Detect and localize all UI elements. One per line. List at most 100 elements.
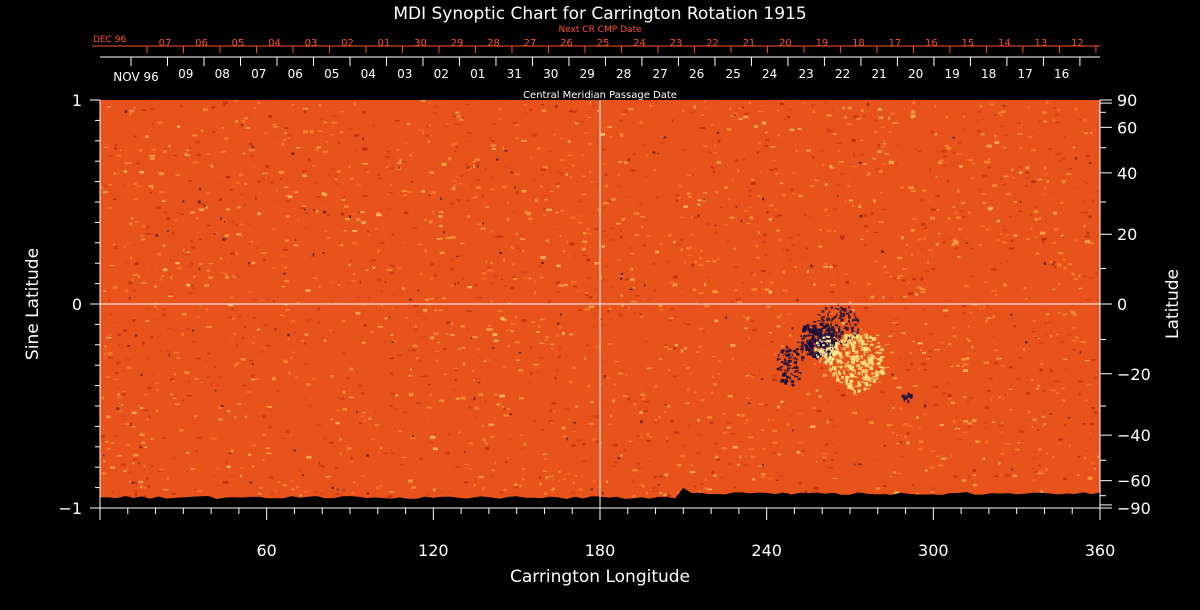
active-region-speck [839, 338, 842, 340]
active-region-speck [830, 354, 832, 357]
active-region-speck [820, 328, 823, 332]
active-region-speck [824, 355, 826, 359]
active-region-speck [857, 382, 860, 387]
texture-speck [826, 229, 832, 233]
texture-speck [909, 425, 912, 427]
active-region-speck [854, 323, 857, 327]
texture-speck [899, 440, 903, 444]
texture-speck [209, 164, 214, 166]
texture-speck [627, 158, 631, 162]
texture-speck [603, 201, 609, 205]
active-region-speck [849, 336, 851, 339]
texture-speck [473, 484, 476, 487]
texture-speck [448, 432, 451, 436]
texture-speck [257, 492, 262, 495]
texture-speck [326, 237, 331, 239]
active-region-speck [794, 370, 797, 372]
texture-speck [612, 399, 615, 402]
texture-speck [128, 112, 132, 116]
active-region-speck [843, 370, 846, 373]
texture-speck [322, 193, 328, 196]
texture-speck [1005, 473, 1011, 477]
texture-speck [535, 331, 540, 333]
texture-speck [185, 327, 191, 331]
texture-speck [999, 457, 1005, 461]
active-region-speck [855, 376, 859, 378]
texture-speck [203, 108, 209, 112]
texture-speck [539, 265, 542, 268]
texture-speck [555, 334, 560, 337]
texture-speck [615, 495, 619, 498]
active-region-speck [819, 337, 823, 340]
texture-speck [810, 264, 813, 268]
texture-speck [1042, 120, 1048, 123]
texture-speck [288, 138, 291, 141]
texture-speck [428, 124, 431, 127]
texture-speck [473, 397, 476, 401]
texture-speck [147, 386, 152, 390]
texture-speck [1073, 186, 1077, 189]
texture-speck [731, 178, 734, 182]
texture-speck [1027, 106, 1030, 109]
texture-speck [1037, 384, 1040, 388]
texture-speck [103, 182, 106, 185]
texture-speck [391, 357, 394, 359]
cmp-date-label: 19 [945, 67, 960, 81]
texture-speck [652, 490, 658, 493]
texture-speck [639, 215, 645, 218]
texture-speck [501, 405, 504, 409]
texture-speck [867, 172, 871, 176]
texture-speck [185, 254, 191, 256]
texture-speck [744, 455, 747, 457]
texture-speck [419, 129, 424, 131]
texture-speck [362, 195, 368, 198]
texture-speck [775, 173, 778, 176]
texture-speck [194, 378, 199, 380]
texture-speck [235, 252, 238, 256]
texture-speck [131, 411, 137, 414]
texture-speck [264, 132, 269, 135]
texture-speck [303, 490, 309, 493]
texture-speck [446, 123, 449, 126]
active-region-speck [870, 337, 873, 339]
texture-speck [760, 281, 763, 283]
active-region-speck [844, 363, 847, 365]
texture-speck [733, 247, 736, 250]
texture-speck [103, 353, 106, 356]
texture-speck [685, 402, 690, 404]
texture-speck [492, 148, 497, 150]
texture-speck [426, 125, 429, 128]
active-region-speck [812, 335, 815, 339]
texture-speck [667, 403, 669, 406]
texture-speck [1019, 146, 1023, 150]
texture-speck [302, 107, 308, 110]
active-region-speck [832, 333, 835, 337]
texture-speck [302, 171, 305, 174]
texture-speck [528, 277, 532, 280]
texture-speck [357, 210, 362, 214]
texture-speck [134, 182, 137, 185]
texture-speck [819, 149, 824, 152]
texture-speck [614, 360, 619, 363]
texture-speck [893, 277, 896, 280]
texture-speck [418, 359, 422, 362]
texture-speck [582, 443, 586, 446]
texture-speck [1084, 360, 1090, 362]
texture-speck [571, 280, 577, 284]
texture-speck [255, 378, 259, 380]
texture-speck [714, 144, 717, 147]
next-cr-date-label: 15 [962, 38, 975, 49]
texture-speck [880, 126, 885, 128]
texture-speck [151, 186, 154, 190]
texture-speck [716, 161, 722, 164]
next-cr-date-label: 30 [414, 38, 427, 49]
texture-speck [166, 230, 170, 232]
texture-speck [586, 261, 588, 263]
texture-speck [494, 417, 497, 419]
texture-speck [646, 433, 650, 436]
texture-speck [855, 460, 859, 464]
texture-speck [410, 486, 417, 489]
texture-speck [671, 119, 674, 123]
active-region-speck [815, 354, 817, 359]
